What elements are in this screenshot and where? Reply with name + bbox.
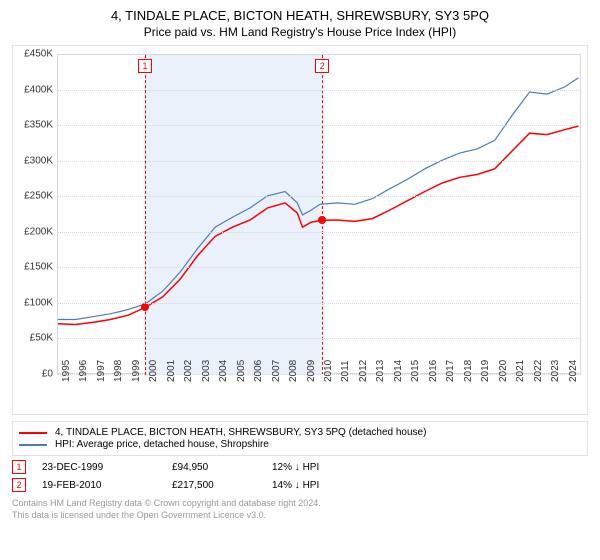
legend-sale-price: £217,500 xyxy=(172,480,272,491)
page-title: 4, TINDALE PLACE, BICTON HEATH, SHREWSBU… xyxy=(10,8,590,23)
marker-dot xyxy=(318,216,326,224)
x-tick-label: 2022 xyxy=(533,360,544,382)
footer-line1: Contains HM Land Registry data © Crown c… xyxy=(12,498,588,510)
legend-label: HPI: Average price, detached house, Shro… xyxy=(55,439,269,450)
legend-sale-row: 2 19-FEB-2010£217,50014% ↓ HPI xyxy=(12,478,588,492)
x-tick-label: 2001 xyxy=(166,360,177,382)
x-tick-label: 1995 xyxy=(61,360,72,382)
page-subtitle: Price paid vs. HM Land Registry's House … xyxy=(10,25,590,39)
x-tick-label: 2000 xyxy=(148,360,159,382)
y-tick-label: £250K xyxy=(13,191,53,202)
x-tick-label: 2008 xyxy=(288,360,299,382)
x-tick-label: 2019 xyxy=(480,360,491,382)
x-tick-label: 2011 xyxy=(340,360,351,382)
series-subject xyxy=(58,126,579,324)
gridline xyxy=(57,90,581,91)
legend: 4, TINDALE PLACE, BICTON HEATH, SHREWSBU… xyxy=(12,421,588,492)
gridline xyxy=(57,303,581,304)
x-tick-label: 2005 xyxy=(236,360,247,382)
x-tick-label: 2023 xyxy=(550,360,561,382)
gridline xyxy=(57,54,581,55)
x-tick-label: 1996 xyxy=(78,360,89,382)
x-tick-label: 2021 xyxy=(515,360,526,382)
legend-sale-date: 23-DEC-1999 xyxy=(42,462,172,473)
legend-sale-number: 1 xyxy=(12,460,26,474)
x-tick-label: 2004 xyxy=(218,360,229,382)
y-tick-label: £350K xyxy=(13,120,53,131)
legend-swatch xyxy=(19,432,47,434)
x-tick-label: 2017 xyxy=(445,360,456,382)
legend-series-box: 4, TINDALE PLACE, BICTON HEATH, SHREWSBU… xyxy=(12,421,588,456)
x-tick-label: 2024 xyxy=(568,360,579,382)
gridline xyxy=(57,161,581,162)
legend-swatch xyxy=(19,444,47,446)
x-tick-label: 2014 xyxy=(393,360,404,382)
legend-series-row: HPI: Average price, detached house, Shro… xyxy=(19,439,581,450)
x-tick-label: 2018 xyxy=(463,360,474,382)
legend-sale-number: 2 xyxy=(12,478,26,492)
legend-sale-row: 1 23-DEC-1999£94,95012% ↓ HPI xyxy=(12,460,588,474)
line-series-svg xyxy=(58,55,582,375)
legend-sale-date: 19-FEB-2010 xyxy=(42,480,172,491)
gridline xyxy=(57,338,581,339)
footer: Contains HM Land Registry data © Crown c… xyxy=(12,498,588,521)
footer-line2: This data is licensed under the Open Gov… xyxy=(12,510,588,522)
marker-number: 1 xyxy=(138,59,152,73)
x-tick-label: 2009 xyxy=(306,360,317,382)
x-tick-label: 2020 xyxy=(498,360,509,382)
marker-number: 2 xyxy=(315,59,329,73)
y-tick-label: £150K xyxy=(13,262,53,273)
x-tick-label: 2016 xyxy=(428,360,439,382)
y-tick-label: £450K xyxy=(13,49,53,60)
x-tick-label: 2012 xyxy=(358,360,369,382)
x-tick-label: 1999 xyxy=(131,360,142,382)
y-tick-label: £100K xyxy=(13,297,53,308)
chart: 12 £0£50K£100K£150K£200K£250K£300K£350K£… xyxy=(12,45,588,415)
legend-sale-delta: 14% ↓ HPI xyxy=(272,480,392,491)
x-tick-label: 2015 xyxy=(410,360,421,382)
x-tick-label: 1997 xyxy=(96,360,107,382)
y-tick-label: £0 xyxy=(13,369,53,380)
x-tick-label: 2002 xyxy=(183,360,194,382)
x-tick-label: 2010 xyxy=(323,360,334,382)
legend-label: 4, TINDALE PLACE, BICTON HEATH, SHREWSBU… xyxy=(55,427,426,438)
marker-dot xyxy=(141,303,149,311)
x-tick-label: 2007 xyxy=(271,360,282,382)
legend-sale-delta: 12% ↓ HPI xyxy=(272,462,392,473)
y-tick-label: £200K xyxy=(13,226,53,237)
root: 4, TINDALE PLACE, BICTON HEATH, SHREWSBU… xyxy=(0,0,600,525)
gridline xyxy=(57,232,581,233)
marker-vline xyxy=(145,55,146,375)
x-tick-label: 2013 xyxy=(375,360,386,382)
series-hpi xyxy=(58,78,579,320)
gridline xyxy=(57,125,581,126)
gridline xyxy=(57,196,581,197)
x-tick-label: 2003 xyxy=(201,360,212,382)
legend-sale-price: £94,950 xyxy=(172,462,272,473)
gridline xyxy=(57,267,581,268)
y-tick-label: £400K xyxy=(13,84,53,95)
marker-vline xyxy=(322,55,323,375)
legend-series-row: 4, TINDALE PLACE, BICTON HEATH, SHREWSBU… xyxy=(19,427,581,438)
plot-region: 12 xyxy=(57,54,581,374)
x-tick-label: 2006 xyxy=(253,360,264,382)
y-tick-label: £50K xyxy=(13,333,53,344)
x-tick-label: 1998 xyxy=(113,360,124,382)
y-tick-label: £300K xyxy=(13,155,53,166)
legend-sales: 1 23-DEC-1999£94,95012% ↓ HPI 2 19-FEB-2010… xyxy=(12,460,588,492)
